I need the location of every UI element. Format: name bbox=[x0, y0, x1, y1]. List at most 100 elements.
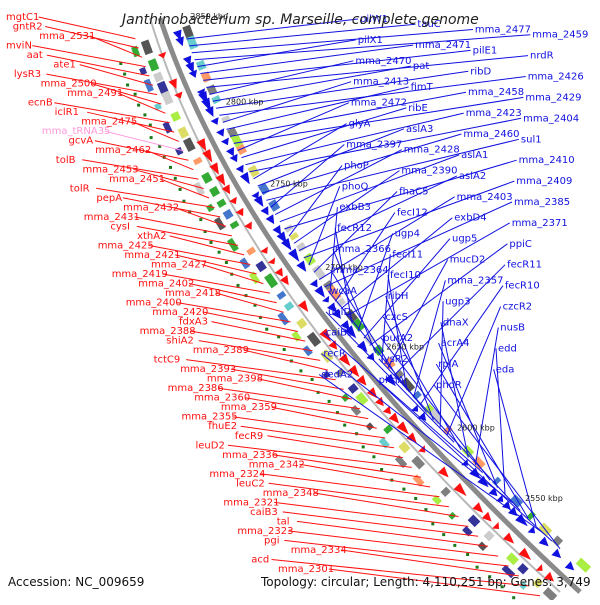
feature-dot bbox=[431, 522, 435, 526]
feature-dot bbox=[277, 335, 281, 339]
gene-label-left: mma_2393 bbox=[180, 364, 236, 375]
gene-arrow bbox=[168, 78, 177, 90]
leader-line bbox=[79, 64, 154, 86]
gene-feature-block bbox=[277, 311, 290, 326]
gene-arrow bbox=[185, 61, 194, 74]
feature-dot bbox=[380, 468, 384, 471]
gene-arrow bbox=[348, 364, 360, 378]
gene-label-right: edd bbox=[498, 343, 517, 354]
feature-rect bbox=[467, 514, 481, 528]
gene-label-right: fecI11 bbox=[392, 249, 423, 260]
gene-label-right: czcR2 bbox=[503, 302, 533, 313]
gene-label-right: ppiC bbox=[509, 239, 531, 250]
leader-line bbox=[274, 149, 402, 216]
gene-feature-block bbox=[495, 494, 504, 503]
feature-dot bbox=[372, 455, 376, 459]
gene-feature-block bbox=[356, 340, 368, 353]
gene-arrow bbox=[356, 340, 368, 353]
gene-label-left: pepA bbox=[96, 193, 122, 204]
gene-arrow bbox=[157, 51, 167, 59]
gene-label-right: aslA1 bbox=[461, 150, 488, 161]
gene-feature-block bbox=[221, 184, 231, 195]
leader-line bbox=[176, 302, 291, 323]
feature-rect bbox=[235, 143, 248, 156]
gene-feature-block bbox=[418, 445, 426, 453]
gene-feature-block bbox=[296, 241, 307, 253]
gene-label-left: mma_2475 bbox=[81, 117, 137, 128]
leader-line bbox=[218, 387, 360, 410]
gene-arrow bbox=[276, 231, 287, 244]
gene-feature-block bbox=[331, 308, 341, 319]
gene-label-left: lysR3 bbox=[14, 69, 41, 80]
gene-label-left: acd bbox=[251, 555, 269, 566]
leader-line bbox=[324, 201, 513, 288]
gene-label-right: mma_2426 bbox=[528, 72, 584, 83]
gene-feature-block bbox=[229, 220, 240, 230]
leader-line bbox=[117, 92, 166, 114]
leader-line bbox=[104, 130, 184, 152]
leader-line bbox=[284, 159, 517, 230]
gene-feature-block bbox=[222, 208, 234, 220]
leader-line bbox=[240, 425, 395, 449]
leader-line bbox=[385, 295, 434, 421]
feature-rect bbox=[222, 208, 234, 220]
leader-line bbox=[215, 292, 284, 313]
gene-arrow bbox=[215, 173, 226, 187]
inner-backbone-arc bbox=[149, 17, 561, 593]
gene-arrow bbox=[495, 494, 504, 503]
gene-feature-block bbox=[143, 78, 154, 93]
leader-line bbox=[148, 244, 251, 265]
gene-feature-block bbox=[235, 164, 244, 174]
leader-line bbox=[190, 330, 313, 352]
gene-feature-block bbox=[472, 502, 484, 513]
gene-feature-block bbox=[284, 224, 294, 233]
gene-label-right: fecR11 bbox=[507, 260, 542, 271]
feature-dot bbox=[209, 241, 213, 244]
gene-feature-block bbox=[182, 24, 195, 40]
gene-arrow bbox=[279, 275, 289, 286]
feature-dot bbox=[299, 369, 303, 373]
leader-line bbox=[303, 180, 515, 259]
gene-feature-block bbox=[437, 466, 449, 478]
gene-arrow bbox=[477, 475, 489, 488]
leader-line bbox=[288, 165, 343, 237]
feature-dot bbox=[169, 165, 172, 169]
gene-feature-block bbox=[147, 58, 160, 72]
position-ticks: 2850 kbp 2800 kbp 2750 kbp 2700 kbp 2650 kbp… bbox=[190, 12, 562, 503]
gene-feature-block bbox=[517, 563, 529, 575]
gene-arrow bbox=[356, 374, 367, 386]
feature-rect bbox=[246, 246, 257, 256]
gene-feature-block bbox=[321, 295, 330, 303]
gene-feature-block bbox=[276, 231, 287, 244]
feature-rect bbox=[221, 114, 231, 124]
feature-rect bbox=[175, 146, 184, 156]
feature-rect bbox=[182, 137, 196, 152]
gene-feature-block bbox=[340, 320, 350, 331]
feature-rect bbox=[153, 71, 164, 83]
gene-feature-block bbox=[140, 39, 154, 56]
leader-line bbox=[233, 96, 524, 144]
gene-arrow bbox=[196, 138, 207, 152]
leader-line bbox=[369, 243, 508, 346]
gene-label-right: purA2 bbox=[383, 333, 413, 344]
gene-arrow bbox=[502, 532, 515, 544]
gene-label-right: fhaC5 bbox=[399, 187, 428, 198]
feature-rect bbox=[472, 456, 486, 470]
gene-label-left: mma_2500 bbox=[41, 79, 97, 90]
gene-feature-block bbox=[170, 111, 182, 122]
gene-arrow bbox=[418, 445, 426, 453]
gene-feature-block bbox=[221, 114, 231, 124]
feature-dot bbox=[402, 487, 406, 491]
feature-dot bbox=[149, 136, 153, 140]
feature-rect bbox=[201, 171, 213, 184]
gene-arrow bbox=[220, 137, 229, 146]
gene-arrow bbox=[265, 214, 275, 225]
leader-line bbox=[32, 45, 146, 68]
leader-line bbox=[249, 117, 522, 173]
gene-arrow bbox=[321, 295, 330, 303]
gene-feature-block bbox=[157, 51, 167, 59]
leader-line bbox=[380, 337, 491, 481]
leader-line bbox=[200, 44, 414, 74]
gene-label-left: mgtC1 bbox=[6, 12, 39, 23]
gene-feature-block bbox=[264, 273, 279, 289]
